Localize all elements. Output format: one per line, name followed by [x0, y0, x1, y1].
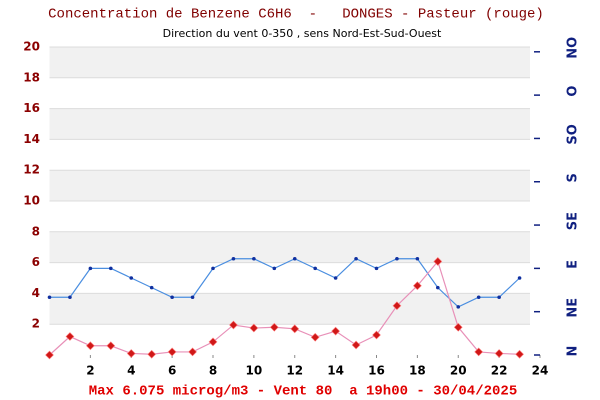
data-point: [433, 257, 443, 266]
y2-tick-label: S: [566, 173, 581, 182]
data-point: [515, 349, 524, 359]
data-point: [147, 349, 157, 359]
y-tick-label: 18: [23, 70, 40, 84]
x-tick-label: 24: [532, 364, 549, 378]
x-tick-label: 18: [409, 364, 426, 378]
data-point: [474, 347, 484, 357]
grid-band: [49, 108, 530, 140]
x-tick-label: 4: [127, 364, 135, 378]
data-point: [313, 266, 317, 271]
data-point: [47, 295, 52, 300]
data-point: [374, 266, 379, 271]
data-point: [229, 320, 238, 330]
y2-tick-label: SE: [566, 212, 581, 230]
data-point: [351, 340, 361, 350]
data-point: [170, 295, 174, 300]
footer: Max 6.075 microg/m3 - Vent 80 a 19h00 - …: [89, 384, 517, 400]
data-point: [126, 349, 136, 358]
grid-band: [49, 47, 530, 78]
data-point: [65, 332, 75, 341]
chart-subtitle: Direction du vent 0-350 , sens Nord-Est-…: [163, 27, 442, 40]
data-point: [68, 295, 72, 300]
data-point: [436, 285, 440, 290]
data-point: [167, 347, 177, 357]
y2-tick-label: N: [566, 346, 581, 357]
data-point: [331, 326, 341, 336]
x-tick-label: 22: [491, 364, 508, 378]
data-point: [456, 305, 461, 309]
data-point: [310, 332, 320, 342]
y-tick-label: 10: [23, 194, 40, 208]
data-point: [149, 285, 154, 290]
data-point: [249, 323, 259, 333]
data-point: [106, 341, 116, 351]
x-tick-label: 2: [86, 364, 94, 378]
data-point: [415, 256, 420, 261]
data-point: [392, 301, 402, 311]
data-point: [45, 350, 54, 360]
data-point: [129, 276, 134, 280]
grid-band: [49, 170, 530, 201]
data-point: [476, 295, 481, 300]
grid-band: [49, 293, 530, 325]
data-point: [497, 295, 501, 300]
y-tick-label: 12: [23, 163, 40, 177]
data-point: [252, 256, 256, 261]
data-point: [190, 295, 195, 300]
data-point: [269, 322, 279, 332]
x-tick-label: 14: [327, 364, 344, 378]
data-point: [88, 266, 93, 271]
x-tick-label: 20: [450, 364, 467, 378]
x-tick-label: 16: [368, 364, 385, 378]
y2-tick-label: E: [566, 260, 581, 269]
x-tick-label: 8: [209, 364, 217, 378]
y-tick-label: 4: [32, 286, 40, 300]
data-point: [494, 349, 504, 358]
data-point: [453, 322, 463, 332]
data-point: [290, 324, 300, 334]
x-tick-label: 12: [286, 364, 303, 378]
y2-tick-label: O: [566, 86, 581, 97]
y2-tick-label: NE: [566, 298, 581, 318]
data-point: [517, 276, 522, 280]
series-line: [49, 258, 520, 308]
y-tick-label: 16: [23, 101, 40, 115]
chart-title: Concentration de Benzene C6H6 - DONGES -…: [48, 7, 544, 23]
data-point: [211, 266, 215, 271]
data-point: [272, 266, 277, 271]
data-point: [85, 341, 95, 351]
data-point: [354, 256, 358, 261]
grid-band: [49, 231, 530, 263]
y2-tick-label: SO: [566, 124, 581, 144]
y-tick-label: 20: [23, 40, 40, 54]
data-point: [292, 256, 297, 261]
data-point: [208, 337, 218, 347]
y-tick-label: 6: [32, 255, 40, 269]
x-tick-label: 10: [246, 364, 263, 378]
data-point: [109, 266, 113, 271]
series-line: [49, 260, 520, 356]
data-point: [188, 347, 197, 357]
y2-tick-label: NO: [566, 37, 581, 59]
y-tick-label: 8: [32, 224, 40, 238]
y-tick-label: 2: [32, 317, 40, 331]
data-point: [372, 330, 381, 340]
data-point: [333, 276, 338, 280]
data-point: [231, 256, 236, 261]
x-tick-label: 6: [168, 364, 176, 378]
y-tick-label: 14: [23, 132, 40, 146]
data-point: [395, 256, 399, 261]
data-point: [412, 281, 422, 291]
